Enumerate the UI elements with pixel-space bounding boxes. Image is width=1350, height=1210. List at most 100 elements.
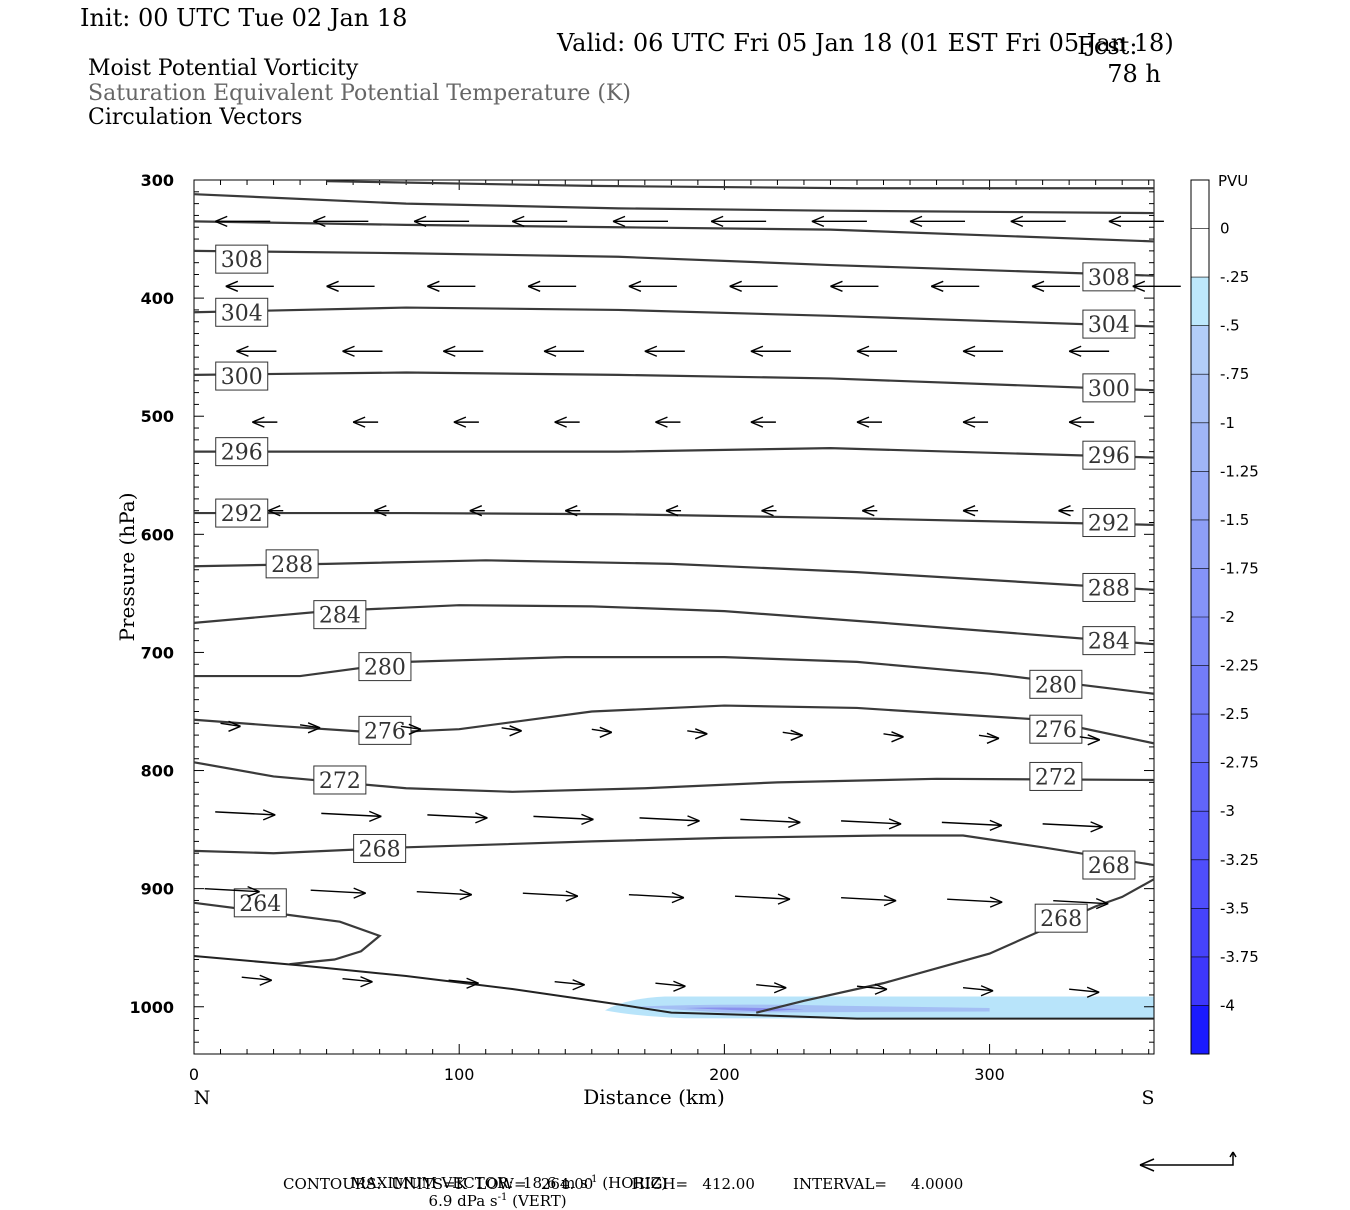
circulation-vector	[241, 976, 272, 981]
contour-label: 304	[1088, 313, 1130, 338]
circulation-vector-head	[443, 345, 456, 357]
circulation-vector-head	[466, 977, 479, 989]
circulation-vector	[856, 985, 888, 990]
circulation-vector	[427, 814, 488, 819]
y-tick-label: 800	[141, 762, 174, 781]
circulation-vector-head	[572, 979, 585, 991]
circulation-vector	[947, 898, 1003, 903]
circulation-vector-head	[856, 345, 870, 357]
contour-label: 308	[221, 248, 263, 273]
circulation-vector-head	[527, 280, 541, 292]
circulation-vector-head	[228, 720, 241, 732]
circulation-vector-head	[259, 974, 273, 986]
colorbar-segment	[1191, 714, 1209, 763]
colorbar-level-label: -2.5	[1220, 705, 1249, 723]
colorbar-segment	[1191, 956, 1209, 1006]
colorbar-segment	[1191, 277, 1209, 326]
colorbar-level-label: 0	[1220, 220, 1230, 238]
contour-label-box	[358, 715, 412, 745]
colorbar-level-label: -1	[1220, 414, 1235, 432]
x-tick-label: 200	[709, 1065, 740, 1084]
y-axis-title: Pressure (hPa)	[115, 493, 139, 642]
vert-exp: -1	[497, 1192, 508, 1203]
circulation-vector	[1053, 899, 1109, 905]
circulation-vector	[628, 893, 684, 899]
circulation-vector-head	[888, 818, 902, 830]
contour-label-box	[1082, 440, 1136, 470]
circulation-vector	[734, 895, 791, 900]
contour-label: 280	[1035, 673, 1077, 698]
x-end-label-north: N	[194, 1087, 211, 1109]
y-tick-label: 400	[141, 289, 174, 308]
circulation-vector	[204, 887, 260, 893]
circulation-vector-head	[628, 280, 642, 292]
circulation-vector-head	[729, 280, 742, 292]
contour-label: 268	[1040, 907, 1082, 932]
theta-es-contour	[194, 511, 1155, 526]
contour-label: 288	[1088, 576, 1130, 601]
circulation-vector-head	[1095, 898, 1109, 910]
circulation-vector-head	[790, 729, 803, 741]
circulation-vector-head	[856, 416, 870, 428]
circulation-vector-head	[307, 722, 321, 734]
circulation-vector	[639, 817, 700, 822]
horiz-label: (HORIZ)	[597, 1174, 668, 1192]
theta-es-contour	[194, 447, 1155, 459]
circulation-vector-head	[453, 416, 467, 428]
contour-label: 264	[239, 892, 281, 917]
circulation-vector-head	[962, 416, 976, 428]
circulation-vector-head	[1068, 416, 1082, 428]
colorbar-level-label: -.5	[1220, 317, 1240, 335]
contour-label-box	[215, 297, 269, 327]
init-label: Init: 00 UTC Tue 02 Jan 18	[80, 4, 408, 32]
circulation-vector-head	[830, 280, 843, 292]
circulation-vector-head	[750, 345, 764, 357]
circulation-vector	[448, 979, 479, 984]
colorbar-level-label: -2	[1220, 608, 1235, 626]
circulation-vector	[321, 812, 382, 818]
circulation-vector-head	[989, 896, 1003, 908]
reference-vector-vert-head	[1229, 1151, 1237, 1158]
circulation-vector-head	[710, 215, 724, 227]
circulation-vector-head	[1132, 280, 1146, 292]
circulation-vector-head	[413, 215, 427, 227]
contour-label: 300	[221, 365, 263, 390]
circulation-vector-head	[665, 505, 679, 517]
contour-label: 308	[1088, 266, 1130, 291]
contour-label: 276	[364, 719, 406, 744]
circulation-vector-head	[862, 505, 875, 517]
contour-label-box	[1029, 761, 1083, 791]
colorbar-level-label: -.25	[1220, 268, 1249, 286]
circulation-vector-head	[962, 505, 976, 517]
theta-es-contour	[193, 559, 1155, 591]
vert-label: (VERT)	[507, 1192, 567, 1210]
circulation-vector	[591, 728, 612, 733]
circulation-vector-head	[427, 280, 440, 292]
contour-label: 272	[1035, 765, 1077, 790]
circulation-vector-head	[214, 215, 228, 227]
colorbar-level-label: -1.5	[1220, 511, 1249, 529]
contour-label: 296	[221, 441, 263, 466]
circulation-vector-head	[930, 280, 944, 292]
theta-es-contour	[194, 656, 1155, 695]
contour-label-box	[215, 437, 269, 467]
colorbar-level-label: -3.75	[1220, 948, 1259, 966]
colorbar-unit: PVU	[1218, 172, 1248, 190]
circulation-vector-head	[989, 819, 1003, 832]
title-mpv: Moist Potential Vorticity	[88, 56, 359, 81]
valid-time-label: Valid: 06 UTC Fri 05 Jan 18 (01 EST Fri …	[557, 29, 1174, 57]
circulation-vector	[310, 889, 366, 894]
contour-label-box	[313, 765, 367, 795]
contour-label: 284	[1088, 630, 1130, 655]
circulation-vector-head	[874, 983, 888, 995]
contour-label: 280	[364, 656, 406, 681]
contour-label-box	[1082, 626, 1136, 656]
colorbar-level-label: -2.25	[1220, 657, 1259, 675]
circulation-vector-head	[1086, 986, 1100, 998]
title-theta-es: Saturation Equivalent Potential Temperat…	[88, 81, 631, 106]
circulation-vector-head	[326, 280, 339, 292]
theta-es-contour	[193, 306, 1155, 328]
circulation-vector-head	[475, 812, 488, 824]
contour-label: 276	[1035, 718, 1077, 743]
y-tick-label: 500	[141, 407, 174, 426]
